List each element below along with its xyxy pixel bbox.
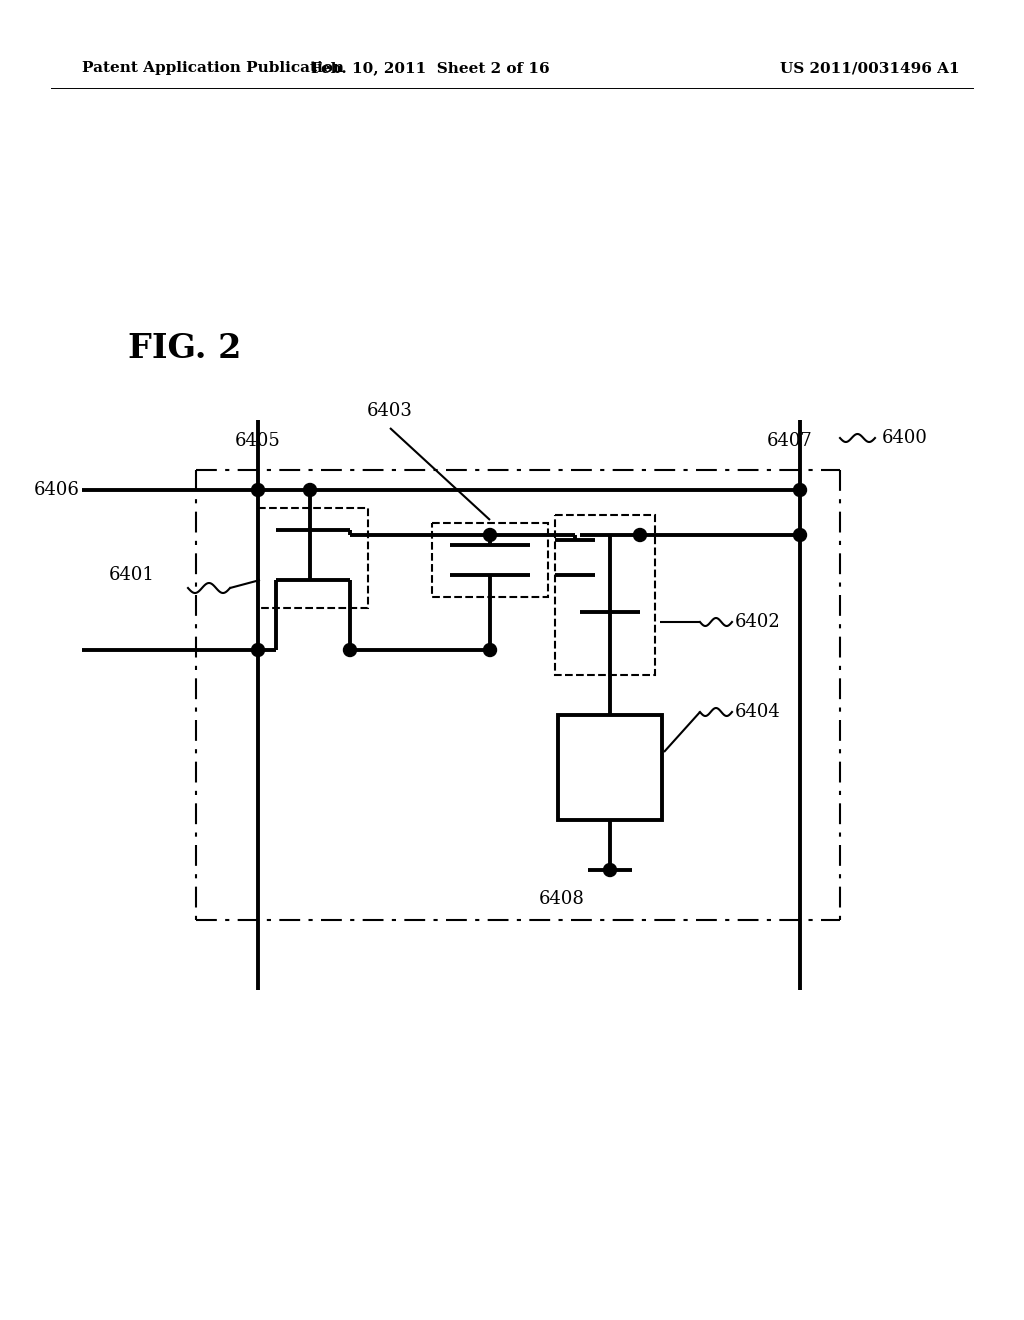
Text: 6401: 6401 [110, 566, 155, 583]
Text: 6405: 6405 [236, 432, 281, 450]
Circle shape [483, 528, 497, 541]
Bar [558, 715, 662, 820]
Text: 6407: 6407 [767, 432, 813, 450]
Text: 6400: 6400 [882, 429, 928, 447]
Circle shape [252, 483, 264, 496]
Circle shape [634, 528, 646, 541]
Text: US 2011/0031496 A1: US 2011/0031496 A1 [780, 61, 959, 75]
Circle shape [343, 644, 356, 656]
Bar [555, 515, 655, 675]
Bar [258, 508, 368, 609]
Text: FIG. 2: FIG. 2 [128, 331, 242, 364]
Bar [432, 523, 548, 597]
Text: 6406: 6406 [34, 480, 80, 499]
Circle shape [603, 863, 616, 876]
Text: 6403: 6403 [367, 403, 413, 420]
Circle shape [483, 644, 497, 656]
Text: 6402: 6402 [735, 612, 780, 631]
Circle shape [252, 644, 264, 656]
Text: Patent Application Publication: Patent Application Publication [82, 61, 344, 75]
Text: 6404: 6404 [735, 704, 780, 721]
Circle shape [794, 483, 807, 496]
Circle shape [794, 528, 807, 541]
Text: Feb. 10, 2011  Sheet 2 of 16: Feb. 10, 2011 Sheet 2 of 16 [310, 61, 549, 75]
Text: 6408: 6408 [539, 890, 585, 908]
Circle shape [303, 483, 316, 496]
